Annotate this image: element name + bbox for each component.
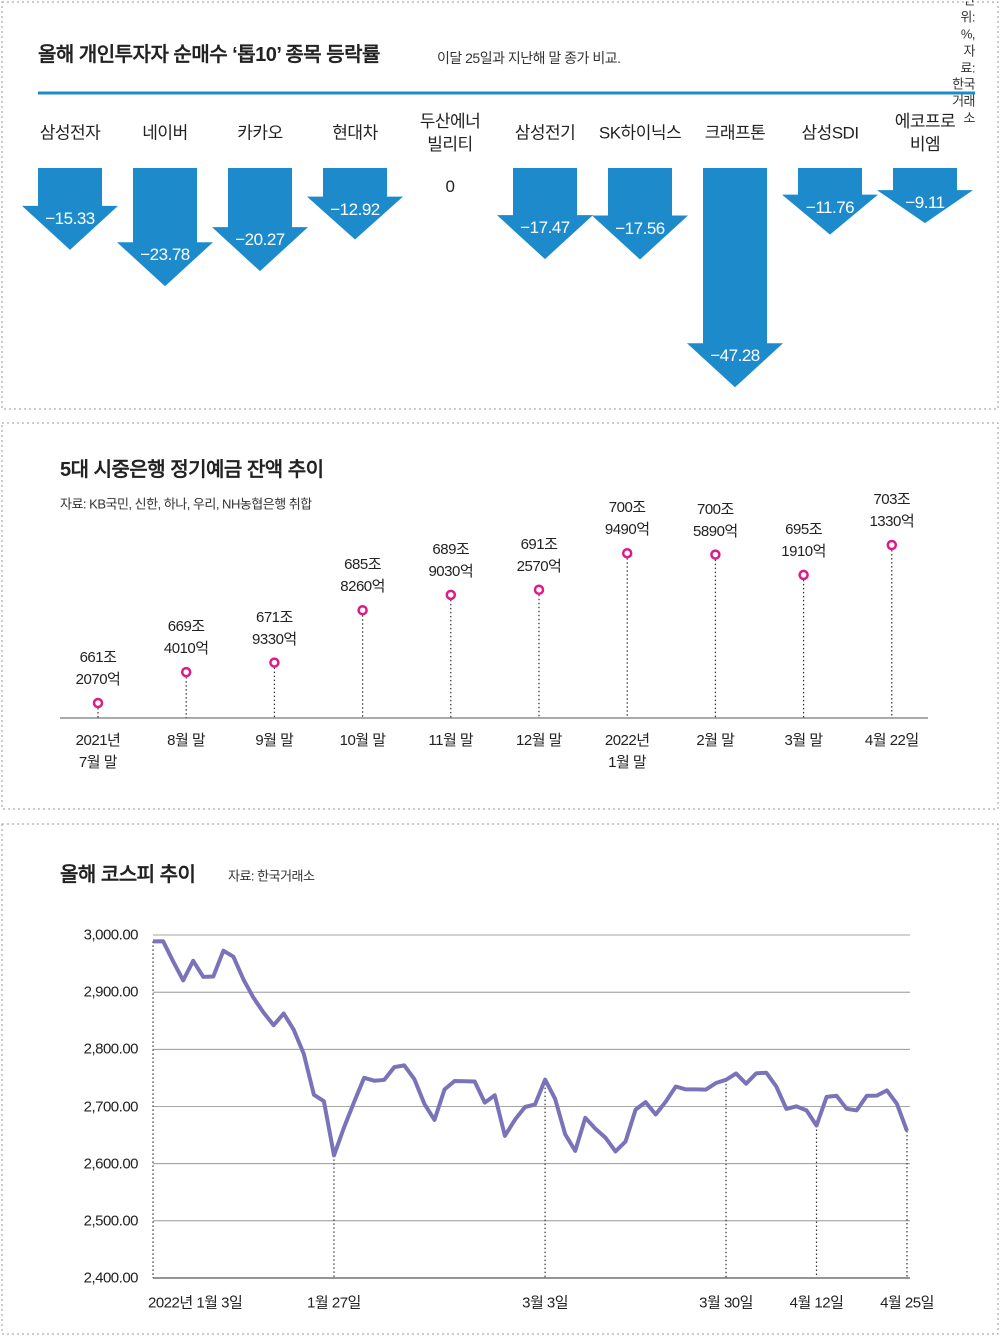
point <box>269 657 280 668</box>
x-tick-label: 4월 22일 <box>864 732 919 749</box>
point <box>445 589 457 601</box>
x-tick-label: 1월 27일 <box>307 1294 361 1312</box>
x-tick-label: 4월 12일 <box>789 1294 844 1312</box>
x-tick-label: 2021년 7월 말 <box>75 732 121 771</box>
point <box>798 569 809 581</box>
arrow-bar <box>117 168 213 287</box>
x-tick-label: 10월 말 <box>339 732 386 749</box>
point <box>92 697 104 709</box>
value-label: −17.56 <box>615 218 665 238</box>
point <box>533 584 545 596</box>
value-label: −12.92 <box>330 199 380 219</box>
x-tick-label: 11월 말 <box>428 732 474 749</box>
category-label: 에코프로비엠 <box>894 112 956 154</box>
value-label: 695조 1910억 <box>781 520 826 560</box>
point <box>621 547 633 559</box>
x-tick-label: 3월 3일 <box>522 1294 569 1312</box>
category-label: 삼성전기 <box>514 123 576 143</box>
point <box>710 549 721 560</box>
x-tick-label: 8월 말 <box>167 732 206 749</box>
value-label: −9.11 <box>905 193 945 213</box>
y-tick-label: 2,500.00 <box>83 1212 139 1230</box>
arrow-bar <box>592 168 688 260</box>
category-label: 카카오 <box>237 123 283 143</box>
chart-source: 자료: KB국민, 신한, 하나, 우리, NH농협은행 취합 <box>60 496 312 512</box>
panel-border <box>1 422 999 810</box>
value-label: −47.28 <box>710 346 760 366</box>
kospi-line <box>152 939 909 1158</box>
value-label: 700조 5890억 <box>693 500 738 540</box>
point <box>357 604 368 616</box>
value-label: 691조 2570억 <box>516 535 562 575</box>
value-label: −11.76 <box>805 197 855 217</box>
category-label: 삼성SDI <box>801 123 859 143</box>
chart-source: 단위: %, 자료: 한국거래소 <box>952 0 975 126</box>
arrow-bar <box>497 168 593 260</box>
value-label: 703조 1330억 <box>869 491 915 530</box>
chart-title: 올해 코스피 추이 <box>60 864 196 886</box>
x-tick-label: 9월 말 <box>255 732 294 749</box>
x-tick-label: 3월 30일 <box>699 1294 753 1312</box>
arrow-bar <box>877 168 973 224</box>
x-tick-label: 12월 말 <box>516 732 562 749</box>
value-label: 661조 2070억 <box>75 649 121 688</box>
point <box>180 666 192 678</box>
category-label: 현대차 <box>332 123 378 143</box>
value-label: −23.78 <box>140 245 190 265</box>
value-label: 0 <box>445 176 455 196</box>
value-label: −17.47 <box>520 218 570 238</box>
x-tick-label: 2022년 1월 말 <box>604 732 650 771</box>
value-label: 669조 4010억 <box>163 618 209 658</box>
y-tick-label: 3,000.00 <box>83 926 139 944</box>
y-tick-label: 2,600.00 <box>83 1154 139 1172</box>
y-tick-label: 2,400.00 <box>83 1269 139 1287</box>
category-label: 두산에너 빌리티 <box>419 112 481 154</box>
value-label: 671조 9330억 <box>252 608 297 648</box>
x-tick-label: 4월 25일 <box>880 1294 934 1312</box>
value-label: −15.33 <box>45 208 95 228</box>
value-label: −20.27 <box>235 230 285 250</box>
category-label: 네이버 <box>142 123 188 143</box>
arrow-bar <box>687 168 783 388</box>
chart-title: 올해 개인투자자 순매수 ‘톱10’ 종목 등락률 <box>38 44 380 66</box>
y-tick-label: 2,900.00 <box>83 983 139 1001</box>
value-label: 685조 8260억 <box>340 556 385 596</box>
category-label: 크래프톤 <box>704 123 766 143</box>
chart-title: 5대 시중은행 정기예금 잔액 추이 <box>60 459 324 481</box>
value-label: 689조 9030억 <box>428 540 474 580</box>
arrow-bar <box>22 168 118 250</box>
x-tick-label: 2022년 1월 3일 <box>148 1294 243 1312</box>
category-label: SK하이닉스 <box>598 123 682 143</box>
y-tick-label: 2,800.00 <box>83 1040 139 1058</box>
x-tick-label: 2월 말 <box>696 732 735 749</box>
chart-source: 자료: 한국거래소 <box>228 868 315 884</box>
chart-subtitle: 이달 25일과 지난해 말 종가 비교. <box>437 49 621 66</box>
panel-border <box>1 1 999 410</box>
x-tick-label: 3월 말 <box>784 732 824 749</box>
point <box>886 539 898 551</box>
panel-border <box>1 823 999 1335</box>
arrow-bar <box>307 168 403 240</box>
arrow-bar <box>212 168 308 272</box>
category-label: 삼성전자 <box>39 123 101 143</box>
value-label: 700조 9490억 <box>604 499 650 539</box>
arrow-bar <box>782 168 878 235</box>
y-tick-label: 2,700.00 <box>83 1097 139 1115</box>
